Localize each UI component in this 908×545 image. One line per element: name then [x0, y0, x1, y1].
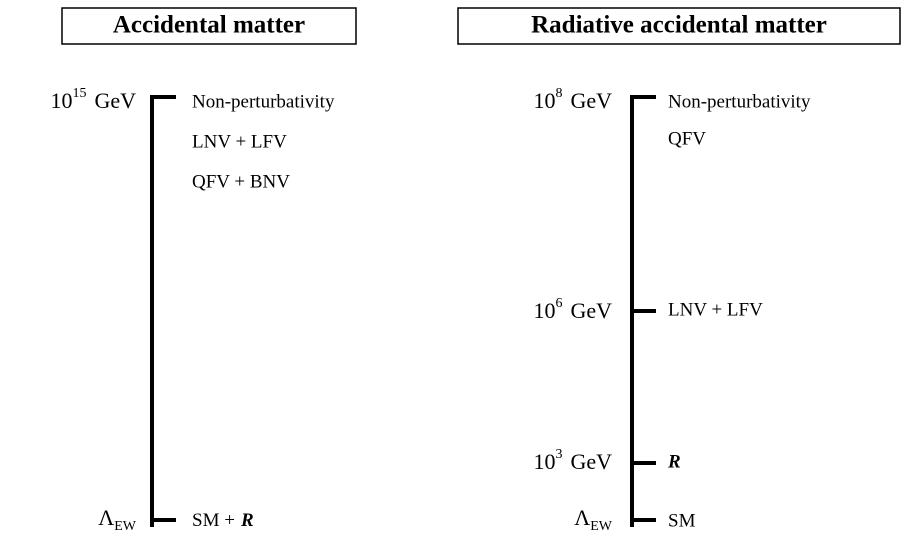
scale-label: ΛEW — [574, 505, 613, 534]
scale-label: 106 GeV — [533, 296, 612, 323]
level-label: R — [667, 451, 681, 472]
level-label: SM — [668, 510, 696, 531]
panel-title: Accidental matter — [113, 12, 305, 39]
level-label: LNV + LFV — [668, 299, 763, 320]
scale-label: 108 GeV — [533, 86, 612, 113]
level-label: SM + R — [192, 510, 254, 531]
level-label: QFV — [668, 128, 706, 149]
level-label: LNV + LFV — [192, 131, 287, 152]
scale-bar — [150, 95, 176, 527]
level-label: Non-perturbativity — [192, 91, 335, 112]
level-label: Non-perturbativity — [668, 91, 811, 112]
level-label: QFV + BNV — [192, 171, 290, 192]
title-box — [457, 7, 901, 45]
scale-label: ΛEW — [98, 505, 137, 534]
scale-label: 1015 GeV — [50, 86, 136, 113]
title-box — [61, 7, 357, 45]
scale-label: 103 GeV — [533, 447, 612, 474]
scale-bar — [630, 95, 656, 527]
panel-title: Radiative accidental matter — [531, 12, 827, 39]
